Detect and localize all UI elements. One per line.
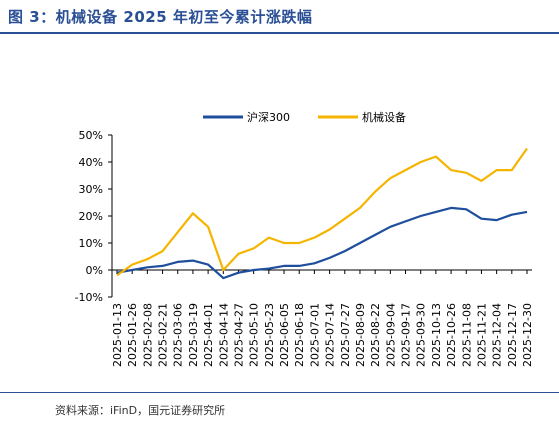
chart-title: 图 3：机械设备 2025 年初至今累计涨跌幅 <box>8 8 313 26</box>
x-tick-label: 2025-07-01 <box>308 303 321 367</box>
x-tick-label: 2025-05-23 <box>263 303 276 367</box>
x-tick-label: 2025-08-22 <box>369 303 382 367</box>
x-tick-label: 2025-04-27 <box>232 303 245 367</box>
x-tick-label: 2025-07-14 <box>324 303 337 367</box>
x-tick-label: 2025-01-26 <box>126 303 139 367</box>
legend-label: 沪深300 <box>247 110 290 124</box>
x-tick-label: 2025-08-09 <box>354 303 367 367</box>
y-tick-label: 30% <box>79 183 103 196</box>
x-tick-label: 2025-09-17 <box>400 303 413 367</box>
x-tick-label: 2025-05-10 <box>248 303 261 367</box>
x-tick-label: 2025-06-05 <box>278 303 291 367</box>
x-tick-label: 2025-10-26 <box>445 303 458 367</box>
series-line-hs300 <box>116 206 528 280</box>
y-tick-label: 20% <box>79 210 103 223</box>
x-tick-label: 2025-06-18 <box>293 303 306 367</box>
x-tick-label: 2025-01-13 <box>111 303 124 367</box>
source-note: 资料来源：iFinD，国元证券研究所 <box>55 404 226 417</box>
y-tick-label: 50% <box>79 129 103 142</box>
x-tick-label: 2025-09-04 <box>384 303 397 367</box>
footer-divider <box>0 392 559 393</box>
series-line-machinery <box>116 147 528 277</box>
y-tick-label: 40% <box>79 156 103 169</box>
x-tick-label: 2025-10-13 <box>430 303 443 367</box>
legend-label: 机械设备 <box>362 110 406 124</box>
x-tick-label: 2025-11-21 <box>475 303 488 367</box>
x-tick-label: 2025-04-01 <box>202 303 215 367</box>
x-tick-label: 2025-03-19 <box>187 303 200 367</box>
title-divider <box>0 32 559 34</box>
x-tick-label: 2025-02-21 <box>157 303 170 367</box>
y-tick-label: 10% <box>79 237 103 250</box>
x-tick-label: 2025-12-30 <box>521 303 534 367</box>
x-tick-label: 2025-11-08 <box>460 303 473 367</box>
x-tick-label: 2025-12-04 <box>491 303 504 367</box>
x-tick-label: 2025-07-27 <box>339 303 352 367</box>
x-tick-label: 2025-04-14 <box>217 303 230 367</box>
y-tick-label: -10% <box>75 291 103 304</box>
x-tick-label: 2025-03-06 <box>172 303 185 367</box>
x-tick-label: 2025-02-08 <box>141 303 154 367</box>
x-tick-label: 2025-09-30 <box>415 303 428 367</box>
x-tick-label: 2025-12-17 <box>506 303 519 367</box>
y-tick-label: 0% <box>86 264 103 277</box>
